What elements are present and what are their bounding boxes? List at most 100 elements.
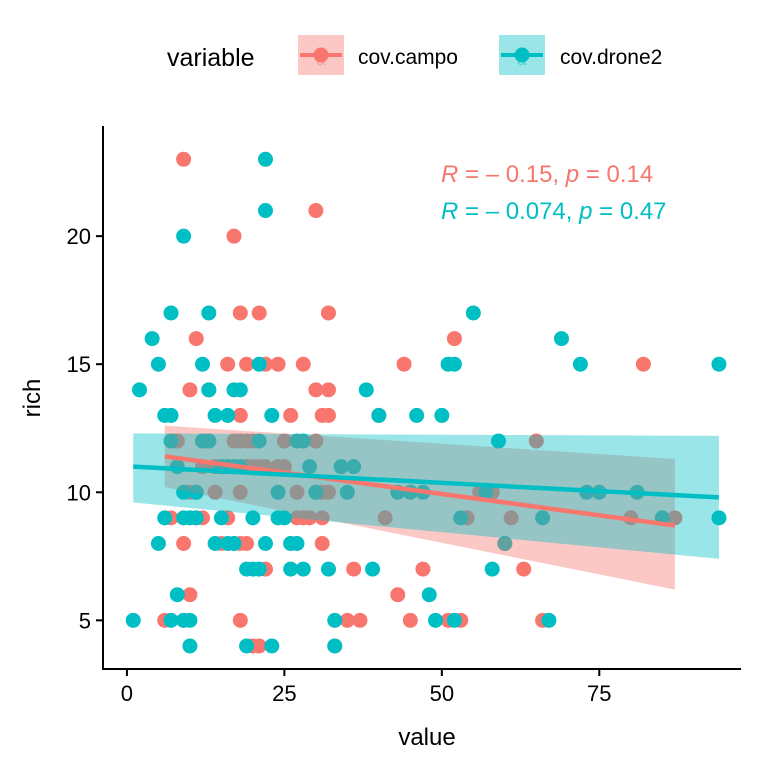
annotation-drone2-r-value: = – 0.074, <box>458 198 579 225</box>
point-1-37 <box>232 382 248 398</box>
point-0-28 <box>232 407 248 423</box>
point-1-50 <box>264 638 280 654</box>
point-1-3 <box>150 356 166 372</box>
point-0-63 <box>314 510 330 526</box>
point-1-76 <box>428 612 444 628</box>
point-0-3 <box>176 151 192 167</box>
point-0-65 <box>320 305 336 321</box>
confidence-band-0 <box>164 425 675 590</box>
point-1-81 <box>453 510 469 526</box>
point-0-46 <box>270 356 286 372</box>
point-1-31 <box>220 407 236 423</box>
point-1-90 <box>572 356 588 372</box>
point-0-78 <box>415 561 431 577</box>
point-1-2 <box>144 331 160 347</box>
point-1-67 <box>346 459 362 475</box>
point-1-59 <box>295 561 311 577</box>
annotation-drone2-p-label: p <box>578 198 592 225</box>
y-tick-label-0: 5 <box>79 608 91 633</box>
legend-key-point-0 <box>313 47 329 63</box>
point-0-24 <box>226 228 242 244</box>
point-1-82 <box>465 305 481 321</box>
plot-area <box>125 151 727 654</box>
point-0-68 <box>320 484 336 500</box>
point-1-56 <box>289 535 305 551</box>
point-0-66 <box>320 382 336 398</box>
point-0-30 <box>232 484 248 500</box>
x-tick-label-1: 25 <box>272 681 296 706</box>
point-1-79 <box>446 356 462 372</box>
legend: variable cov.campo a cov.drone2 a <box>167 35 662 75</box>
point-1-4 <box>150 535 166 551</box>
legend-title: variable <box>167 44 255 72</box>
point-0-58 <box>308 382 324 398</box>
point-1-6 <box>157 510 173 526</box>
point-1-8 <box>163 407 179 423</box>
point-1-44 <box>251 433 267 449</box>
point-1-41 <box>245 510 261 526</box>
point-0-76 <box>396 356 412 372</box>
point-1-47 <box>257 203 273 219</box>
point-0-36 <box>239 535 255 551</box>
point-0-48 <box>276 433 292 449</box>
point-1-27 <box>207 407 223 423</box>
point-0-4 <box>176 535 192 551</box>
point-0-18 <box>207 484 223 500</box>
point-1-83 <box>478 484 494 500</box>
point-0-8 <box>182 382 198 398</box>
point-0-59 <box>308 433 324 449</box>
point-0-92 <box>667 510 683 526</box>
legend-label-0: cov.campo <box>358 46 458 69</box>
point-1-7 <box>163 305 179 321</box>
y-ticks: 5 10 15 20 <box>67 224 103 633</box>
point-1-77 <box>434 407 450 423</box>
point-0-74 <box>377 510 393 526</box>
point-1-24 <box>201 305 217 321</box>
point-0-80 <box>446 331 462 347</box>
point-0-57 <box>308 203 324 219</box>
x-tick-label-2: 50 <box>430 681 454 706</box>
point-1-85 <box>491 433 507 449</box>
point-1-60 <box>302 459 318 475</box>
annotation-campo: R = – 0.15, p = 0.14 <box>441 161 653 188</box>
point-1-0 <box>125 612 141 628</box>
point-1-18 <box>182 612 198 628</box>
x-tick-label-0: 0 <box>121 681 133 706</box>
point-1-46 <box>257 151 273 167</box>
point-0-86 <box>503 510 519 526</box>
point-0-9 <box>188 331 204 347</box>
point-0-88 <box>528 433 544 449</box>
point-1-14 <box>176 484 192 500</box>
point-1-96 <box>711 510 727 526</box>
y-tick-label-2: 15 <box>67 352 91 377</box>
point-1-87 <box>535 510 551 526</box>
annotation-drone2-r-label: R <box>441 198 458 225</box>
point-1-69 <box>365 561 381 577</box>
point-1-62 <box>320 561 336 577</box>
series-points-0 <box>157 151 683 654</box>
point-1-64 <box>327 638 343 654</box>
point-0-71 <box>346 561 362 577</box>
y-tick-label-3: 20 <box>67 224 91 249</box>
annotation-drone2-p-value: = 0.47 <box>592 198 666 225</box>
legend-item-0: cov.campo a <box>298 35 458 75</box>
x-ticks: 0 25 50 75 <box>121 669 612 706</box>
x-axis-title: value <box>398 724 455 751</box>
legend-key-point-1 <box>514 47 530 63</box>
point-1-9 <box>163 433 179 449</box>
point-0-56 <box>302 510 318 526</box>
point-1-25 <box>201 382 217 398</box>
point-0-52 <box>289 484 305 500</box>
point-0-70 <box>339 612 355 628</box>
y-axis-title: rich <box>19 379 46 418</box>
legend-item-1: cov.drone2 a <box>499 35 662 75</box>
point-1-63 <box>327 612 343 628</box>
point-1-80 <box>446 612 462 628</box>
point-0-27 <box>232 305 248 321</box>
point-0-77 <box>402 612 418 628</box>
legend-label-1: cov.drone2 <box>560 46 662 69</box>
point-1-1 <box>132 382 148 398</box>
point-1-95 <box>711 356 727 372</box>
point-0-72 <box>352 612 368 628</box>
